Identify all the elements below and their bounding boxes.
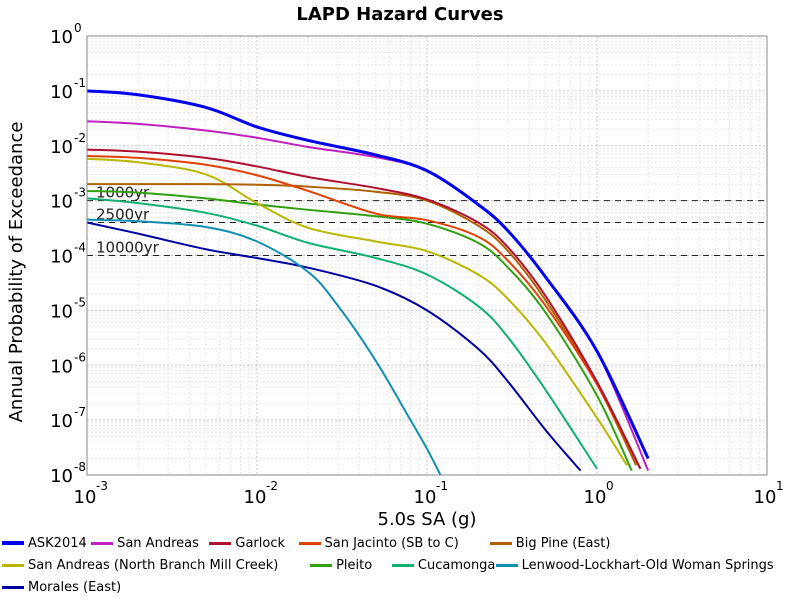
- legend-swatch: [91, 541, 114, 545]
- x-tick-label: 10: [584, 487, 607, 508]
- legend-label: Big Pine (East): [515, 535, 611, 551]
- series-line-ask2014: [86, 89, 650, 460]
- y-tick-label: 10: [50, 301, 73, 322]
- x-tick-exponent: 0: [606, 479, 614, 493]
- legend-item: San Andreas (North Branch Mill Creek): [2, 555, 278, 575]
- legend-swatch: [391, 563, 414, 567]
- legend-label: San Andreas: [117, 535, 199, 551]
- legend-swatch: [489, 541, 512, 545]
- series-line-morales-east: [86, 221, 582, 472]
- legend-label: San Jacinto (SB to C): [324, 535, 459, 551]
- x-tick-exponent: -2: [266, 479, 278, 493]
- legend-label: ASK2014: [28, 535, 87, 551]
- legend-swatch: [2, 585, 24, 589]
- legend-swatch: [209, 541, 232, 545]
- legend-swatch: [298, 541, 321, 545]
- legend-item: Cucamonga: [391, 555, 496, 575]
- reference-line-label: 10000yr: [96, 239, 160, 257]
- y-tick-label: 10: [50, 247, 73, 268]
- legend-item: Garlock: [209, 533, 285, 553]
- series-line-san-jacinto-sb-to-c: [86, 155, 642, 470]
- y-tick-exponent: -5: [74, 295, 86, 309]
- legend-swatch: [2, 563, 24, 567]
- legend-item: Big Pine (East): [489, 533, 611, 553]
- legend-label: Morales (East): [28, 579, 122, 595]
- legend-item: Morales (East): [2, 577, 121, 597]
- x-tick-label: 10: [414, 487, 437, 508]
- chart-title: LAPD Hazard Curves: [296, 4, 503, 25]
- legend-label: Cucamonga: [417, 557, 496, 573]
- y-tick-label: 10: [50, 356, 73, 377]
- plot-area-frame: [86, 35, 768, 476]
- x-tick-label: 10: [754, 487, 777, 508]
- x-axis-label: 5.0s SA (g): [378, 509, 477, 530]
- legend-item: ASK2014: [2, 533, 87, 553]
- y-tick-label: 10: [50, 466, 73, 487]
- legend-item: Pleito: [310, 555, 372, 575]
- legend-swatch: [495, 563, 518, 567]
- series-line-garlock: [86, 148, 642, 470]
- legend-item: San Jacinto (SB to C): [298, 533, 459, 553]
- y-tick-exponent: -2: [74, 131, 86, 145]
- y-axis-label: Annual Probability of Exceedance: [6, 122, 27, 423]
- y-tick-label: 10: [50, 27, 73, 48]
- legend-item: Lenwood-Lockhart-Old Woman Springs: [495, 555, 774, 575]
- y-tick-exponent: 0: [74, 21, 82, 35]
- y-tick-exponent: -7: [74, 405, 86, 419]
- series-line-cucamonga: [86, 197, 598, 470]
- x-tick-exponent: -3: [96, 479, 108, 493]
- legend-label: Lenwood-Lockhart-Old Woman Springs: [521, 557, 774, 573]
- y-tick-label: 10: [50, 411, 73, 432]
- y-tick-exponent: -6: [74, 350, 86, 364]
- y-tick-label: 10: [50, 82, 73, 103]
- y-tick-label: 10: [50, 137, 73, 158]
- legend: ASK2014 San Andreas Garlock San Jacinto (SB…: [0, 533, 800, 600]
- legend-item: San Andreas: [91, 533, 199, 553]
- series-line-big-pine-east: [87, 183, 638, 466]
- series-line-san-andreas-north-branch-mill-creek: [86, 157, 628, 466]
- series-line-lenwood-lockhart-old-woman-springs: [86, 218, 442, 476]
- legend-swatch: [2, 541, 24, 545]
- series-line-pleito: [86, 189, 633, 472]
- legend-swatch: [310, 563, 333, 567]
- reference-line-label: 2500yr: [96, 205, 150, 223]
- y-tick-label: 10: [50, 192, 73, 213]
- y-tick-exponent: -4: [74, 241, 86, 255]
- legend-label: Garlock: [235, 535, 286, 551]
- y-tick-exponent: -8: [74, 460, 86, 474]
- x-tick-exponent: 1: [776, 479, 784, 493]
- series-layer: [86, 89, 650, 476]
- legend-label: Pleito: [336, 557, 373, 573]
- x-tick-label: 10: [74, 487, 97, 508]
- x-tick-exponent: -1: [436, 479, 448, 493]
- x-tick-label: 10: [244, 487, 267, 508]
- legend-label: San Andreas (North Branch Mill Creek): [28, 557, 279, 573]
- y-tick-exponent: -3: [74, 186, 86, 200]
- y-tick-exponent: -1: [74, 76, 86, 90]
